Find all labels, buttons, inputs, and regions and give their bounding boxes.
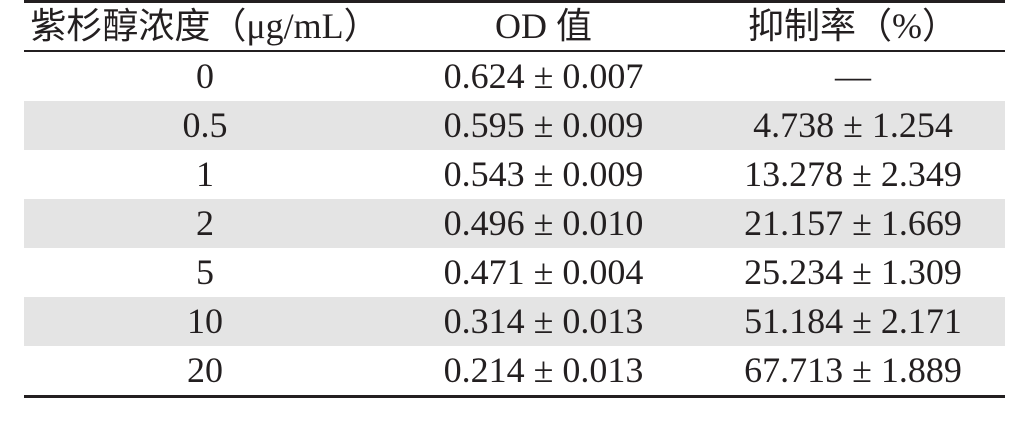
- table-header-row: 紫杉醇浓度（μg/mL） OD 值 抑制率（%）: [24, 3, 1005, 50]
- header-concentration: 紫杉醇浓度（μg/mL）: [30, 6, 380, 46]
- data-table: 紫杉醇浓度（μg/mL） OD 值 抑制率（%） 0 0.624 ± 0.007…: [24, 0, 1005, 398]
- cell-inhibition: 4.738 ± 1.254: [753, 105, 953, 145]
- cell-concentration: 10: [187, 301, 223, 341]
- cell-concentration: 1: [196, 154, 214, 194]
- cell-inhibition: —: [835, 56, 871, 96]
- table-row: 2 0.496 ± 0.010 21.157 ± 1.669: [24, 199, 1005, 248]
- table-row: 10 0.314 ± 0.013 51.184 ± 2.171: [24, 297, 1005, 346]
- table-row: 0.5 0.595 ± 0.009 4.738 ± 1.254: [24, 101, 1005, 150]
- table-row: 5 0.471 ± 0.004 25.234 ± 1.309: [24, 248, 1005, 297]
- cell-od: 0.543 ± 0.009: [443, 154, 644, 194]
- cell-inhibition: 25.234 ± 1.309: [744, 252, 962, 292]
- cell-inhibition: 13.278 ± 2.349: [744, 154, 962, 194]
- cell-concentration: 0.5: [182, 105, 228, 145]
- cell-inhibition: 21.157 ± 1.669: [744, 203, 962, 243]
- header-inhibition: 抑制率（%）: [748, 6, 958, 46]
- table-row: 20 0.214 ± 0.013 67.713 ± 1.889: [24, 346, 1005, 395]
- cell-od: 0.595 ± 0.009: [443, 105, 644, 145]
- cell-concentration: 20: [187, 350, 223, 390]
- table-top-rule: [24, 0, 1005, 3]
- table-row: 1 0.543 ± 0.009 13.278 ± 2.349: [24, 150, 1005, 199]
- cell-concentration: 0: [196, 56, 214, 96]
- cell-od: 0.314 ± 0.013: [443, 301, 644, 341]
- header-od: OD 值: [495, 6, 592, 46]
- cell-od: 0.471 ± 0.004: [443, 252, 644, 292]
- cell-od: 0.214 ± 0.013: [443, 350, 644, 390]
- cell-inhibition: 51.184 ± 2.171: [744, 301, 962, 341]
- cell-od: 0.496 ± 0.010: [443, 203, 644, 243]
- cell-od: 0.624 ± 0.007: [443, 56, 644, 96]
- table-bottom-rule: [24, 395, 1005, 398]
- table-row: 0 0.624 ± 0.007 —: [24, 52, 1005, 101]
- cell-concentration: 5: [196, 252, 214, 292]
- cell-concentration: 2: [196, 203, 214, 243]
- cell-inhibition: 67.713 ± 1.889: [744, 350, 962, 390]
- table-header-rule: [24, 50, 1005, 52]
